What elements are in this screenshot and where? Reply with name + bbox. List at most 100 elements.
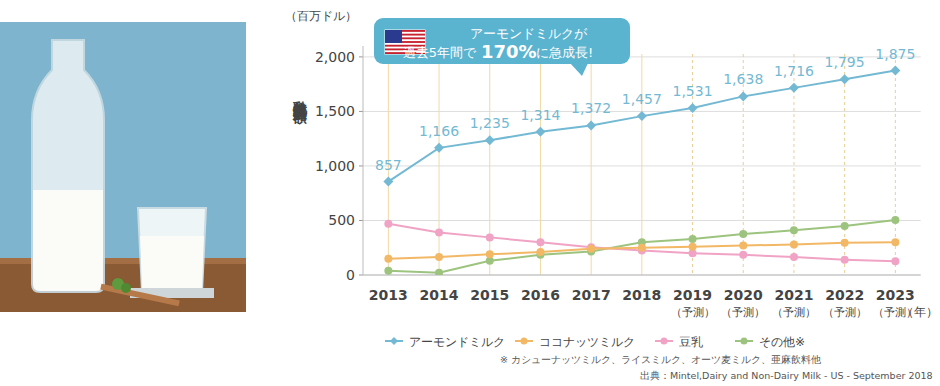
wall bbox=[0, 22, 246, 312]
bottle bbox=[32, 40, 104, 292]
annotation-highlight: 170% bbox=[481, 41, 537, 62]
y-tick-label: 1,500 bbox=[315, 103, 355, 119]
data-point bbox=[435, 269, 443, 275]
legend-item: 豆乳 bbox=[655, 335, 703, 349]
footnote: ※ カシューナッツミルク、ライスミルク、オーツ麦ミルク、亜麻飲料他 bbox=[500, 354, 821, 365]
legend-item: アーモンドミルク bbox=[385, 335, 505, 349]
legend-marker bbox=[661, 338, 668, 345]
x-tick-label-part: 2020 bbox=[724, 287, 763, 303]
data-point bbox=[485, 135, 495, 145]
x-tick-label-part: 2019 bbox=[673, 287, 712, 303]
x-tick-label: 2018 bbox=[622, 287, 661, 303]
x-tick-label: 2015 bbox=[470, 287, 509, 303]
data-label: 857 bbox=[375, 157, 402, 173]
data-point bbox=[486, 250, 494, 258]
source: 出典：Mintel,Dairy and Non-Dairy Milk - US … bbox=[640, 370, 933, 381]
data-point bbox=[790, 240, 798, 248]
series-line bbox=[388, 242, 895, 258]
y-axis-title: 乳代替飲料販売額 bbox=[291, 90, 308, 125]
data-label: 1,531 bbox=[673, 83, 713, 99]
x-axis bbox=[363, 275, 921, 276]
y-tick-label: 2,000 bbox=[315, 49, 355, 65]
grid-line-x bbox=[591, 54, 592, 275]
x-tick-label-part: （予測） bbox=[671, 306, 715, 319]
series-line bbox=[388, 224, 895, 262]
grid-line bbox=[363, 275, 921, 276]
y-unit: （百万ドル） bbox=[285, 9, 357, 23]
data-point bbox=[637, 111, 647, 121]
data-label: 1,457 bbox=[622, 91, 662, 107]
data-point bbox=[890, 66, 900, 76]
flag-canton bbox=[385, 30, 402, 43]
y-tick bbox=[359, 165, 363, 166]
chart: （百万ドル） 乳代替飲料販売額 0 500 1,000 1,500 2,000 2013 201… bbox=[0, 0, 940, 386]
x-tick-label-part: （予測） bbox=[721, 306, 765, 319]
x-tick-label-part: （予測） bbox=[772, 306, 816, 319]
y-tick-label: 500 bbox=[328, 212, 355, 228]
data-point bbox=[789, 83, 799, 93]
data-point bbox=[841, 222, 849, 230]
data-point bbox=[435, 228, 443, 236]
x-tick-label: 2019 （予測） bbox=[671, 287, 715, 319]
x-tick-label-part: 2022 bbox=[825, 287, 864, 303]
data-point bbox=[384, 267, 392, 275]
legend-label: アーモンドミルク bbox=[409, 335, 505, 349]
data-point bbox=[841, 256, 849, 264]
x-tick-label-part: 2017 bbox=[572, 287, 611, 303]
y-tick bbox=[359, 111, 363, 112]
x-tick-label-part: 2018 bbox=[622, 287, 661, 303]
y-axis bbox=[363, 46, 364, 275]
data-point bbox=[587, 245, 595, 253]
data-label: 1,875 bbox=[875, 46, 915, 62]
y-tick bbox=[359, 275, 363, 276]
data-label: 1,314 bbox=[520, 107, 560, 123]
grid-line-x bbox=[439, 54, 440, 275]
y-tick bbox=[359, 220, 363, 221]
x-tick-label: 2014 bbox=[420, 287, 459, 303]
x-tick-label-part: 2023 bbox=[876, 287, 915, 303]
data-point bbox=[688, 103, 698, 113]
callout-box bbox=[374, 18, 630, 64]
data-label: 1,166 bbox=[419, 123, 459, 139]
data-point bbox=[434, 143, 444, 153]
data-point bbox=[536, 238, 544, 246]
x-tick-label-part: 2014 bbox=[420, 287, 459, 303]
data-point bbox=[790, 253, 798, 261]
data-point bbox=[840, 74, 850, 84]
x-tick-label: 2022 （予測） bbox=[823, 287, 867, 319]
annotation-text: 過去5年間で bbox=[403, 45, 477, 60]
x-tick-label-part: （予測） bbox=[823, 306, 867, 319]
glass bbox=[138, 208, 206, 292]
x-tick-label: 2020 （予測） bbox=[721, 287, 765, 319]
data-point bbox=[435, 253, 443, 261]
x-tick-label: 2017 bbox=[572, 287, 611, 303]
data-point bbox=[689, 243, 697, 251]
photo bbox=[0, 0, 250, 386]
annotation: アーモンドミルクが過去5年間で 170%に急成長! bbox=[374, 18, 630, 76]
y-tick-label: 0 bbox=[346, 267, 355, 283]
annotation-text: アーモンドミルクが bbox=[470, 26, 588, 41]
bottle-milk bbox=[33, 190, 103, 291]
data-point bbox=[384, 220, 392, 228]
x-tick-label: 2013 bbox=[369, 287, 408, 303]
data-point bbox=[384, 255, 392, 263]
annotation-text: に急成長! bbox=[536, 45, 593, 60]
legend-item: その他※ bbox=[735, 335, 805, 349]
legend-marker bbox=[521, 338, 528, 345]
x-tick-label: 2016 bbox=[521, 287, 560, 303]
data-label: 1,235 bbox=[470, 115, 510, 131]
grid-line-x bbox=[489, 54, 490, 275]
legend-label: 豆乳 bbox=[679, 335, 703, 349]
data-point bbox=[738, 91, 748, 101]
legend-label: ココナッツミルク bbox=[539, 335, 635, 349]
data-point bbox=[486, 233, 494, 241]
series-line bbox=[388, 71, 895, 182]
glass-milk bbox=[140, 236, 204, 290]
data-point bbox=[535, 127, 545, 137]
data-point bbox=[891, 216, 899, 224]
y-tick-label: 1,000 bbox=[315, 158, 355, 174]
data-point bbox=[739, 251, 747, 259]
data-point bbox=[536, 248, 544, 256]
data-point bbox=[383, 177, 393, 187]
data-point bbox=[891, 257, 899, 265]
